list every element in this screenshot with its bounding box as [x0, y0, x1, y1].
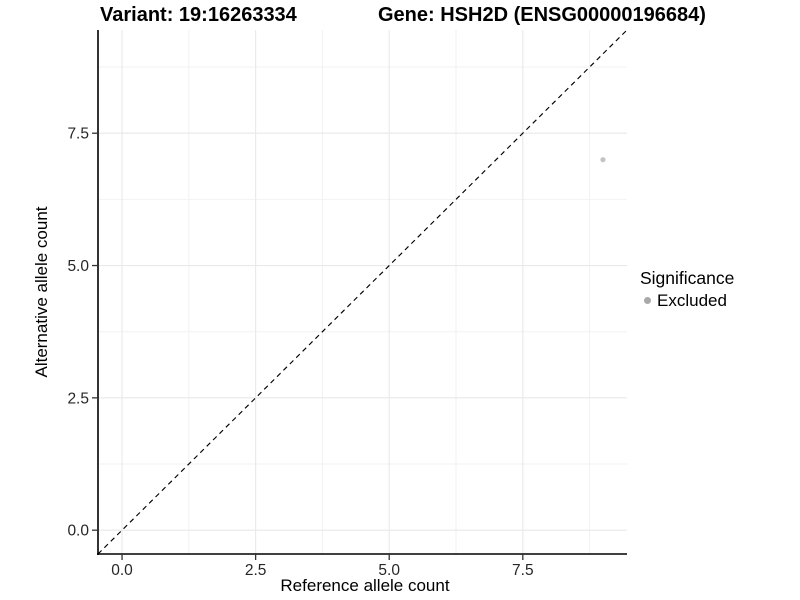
x-tick-label: 7.5 — [512, 562, 534, 579]
identity-dashed-line — [97, 29, 628, 555]
legend-item-label: Excluded — [657, 291, 727, 310]
x-tick-label: 0.0 — [111, 562, 133, 579]
gene-title: Gene: HSH2D (ENSG00000196684) — [378, 4, 706, 26]
y-tick-label: 0.0 — [67, 523, 89, 540]
y-tick-label: 2.5 — [67, 390, 89, 407]
x-axis-title: Reference allele count — [280, 576, 450, 595]
data-point — [600, 157, 606, 163]
x-tick-label: 5.0 — [378, 562, 400, 579]
y-tick-label: 7.5 — [67, 126, 89, 143]
x-tick-label: 2.5 — [245, 562, 267, 579]
y-axis-title: Alternative allele count — [32, 206, 51, 378]
y-tick-label: 5.0 — [67, 258, 89, 275]
legend-item-excluded: Excluded — [644, 291, 734, 310]
legend-key-dot — [644, 297, 651, 304]
legend-title: Significance — [640, 268, 735, 288]
legend: Significance Excluded — [640, 268, 734, 310]
variant-title: Variant: 19:16263334 — [100, 4, 297, 26]
